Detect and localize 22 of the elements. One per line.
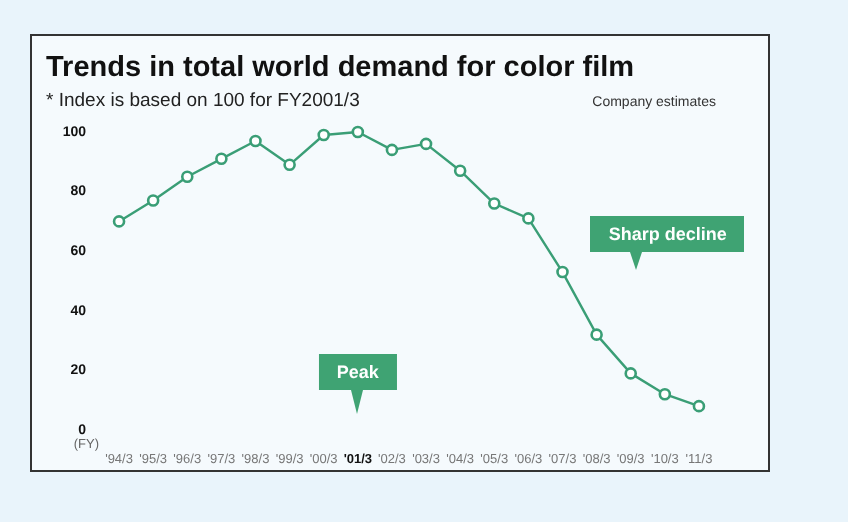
point: [112, 215, 126, 228]
point: [487, 197, 501, 210]
point: [624, 367, 638, 380]
point: [590, 328, 603, 341]
point: [215, 152, 228, 166]
point: [351, 125, 365, 139]
annotation: Sharp decline: [590, 216, 745, 252]
point: [385, 143, 399, 157]
point: [317, 128, 331, 142]
point: [249, 134, 262, 148]
chart-title: Trends in total world demand for color film: [46, 52, 635, 84]
point: [522, 212, 535, 225]
point: [180, 170, 194, 183]
point: [283, 158, 296, 172]
point: [453, 164, 467, 178]
chart-subtitle: * Index is based on 100 for FY2001/3: [46, 90, 360, 112]
point: [556, 265, 569, 279]
point: [419, 137, 433, 151]
annotation: Peak: [318, 354, 397, 390]
point: [146, 194, 160, 207]
point: [692, 399, 706, 413]
point: [658, 387, 672, 401]
